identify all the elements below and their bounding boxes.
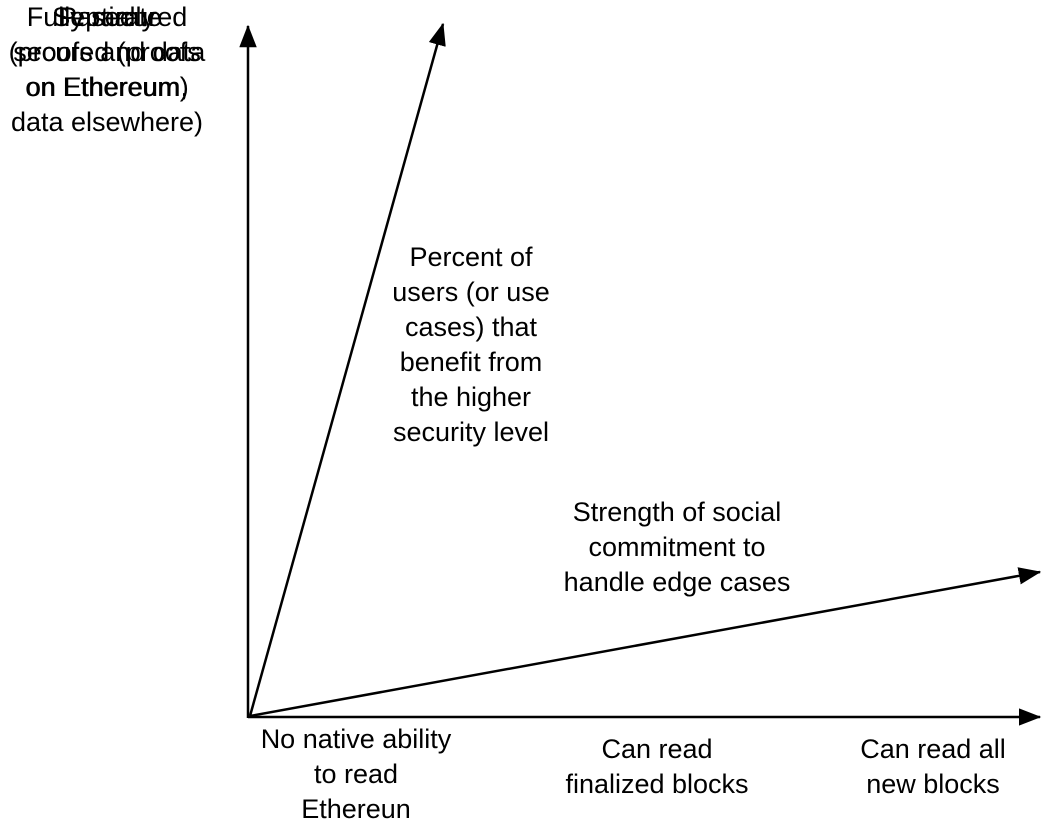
steep-arrow-label-percent-users: Percent of users (or use cases) that ben…: [392, 242, 550, 447]
y-axis-label-fully-secured: Fully secured (proofs and data on Ethere…: [8, 2, 206, 102]
shallow-arrow-label-social-commitment: Strength of social commitment to handle …: [563, 497, 791, 597]
x-axis-label-no-native-ability: No native ability to read Ethereun: [260, 724, 452, 824]
shallow-trend-arrow-icon: [249, 567, 1042, 718]
x-axis-label-finalized-blocks: Can read finalized blocks: [565, 734, 749, 799]
x-axis-label-all-new-blocks: Can read all new blocks: [860, 734, 1006, 799]
steep-trend-arrow-icon: [248, 22, 446, 717]
y-axis-label-partially-secured: Partially secured (proofs on Ethereum, d…: [10, 2, 204, 137]
y-axis-label-separate: Separate: [52, 2, 162, 32]
